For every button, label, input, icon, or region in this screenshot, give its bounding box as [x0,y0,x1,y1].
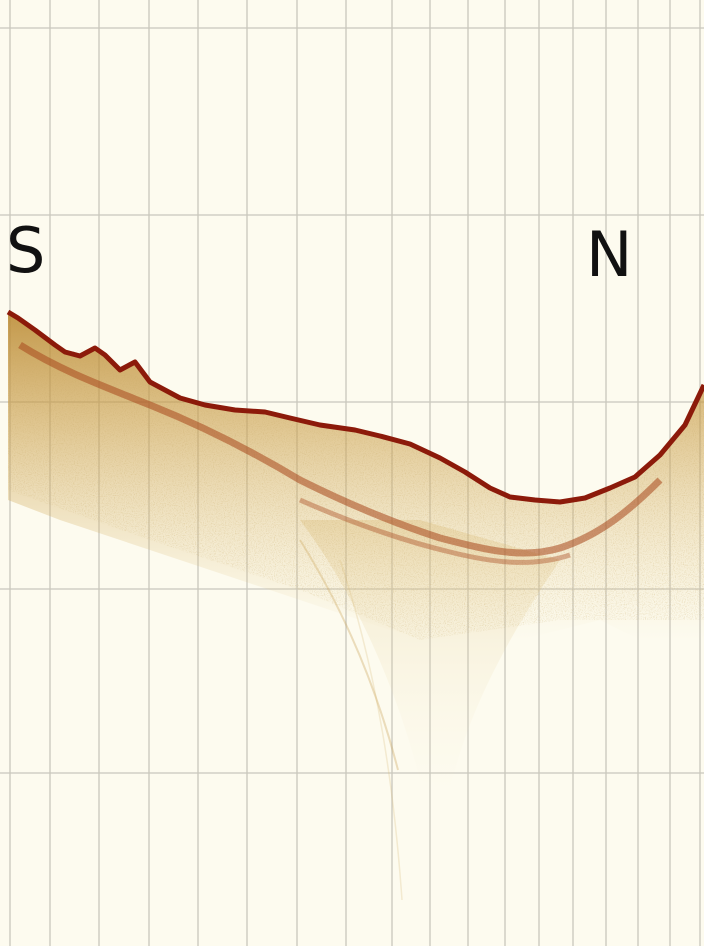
sub-bottom-reflector-lower [298,497,571,565]
label-north: N [586,218,632,291]
sub-bottom-reflector [18,342,663,557]
sediment-grain [8,312,704,640]
seafloor-reflector [6,309,704,505]
label-south: S [6,214,45,287]
